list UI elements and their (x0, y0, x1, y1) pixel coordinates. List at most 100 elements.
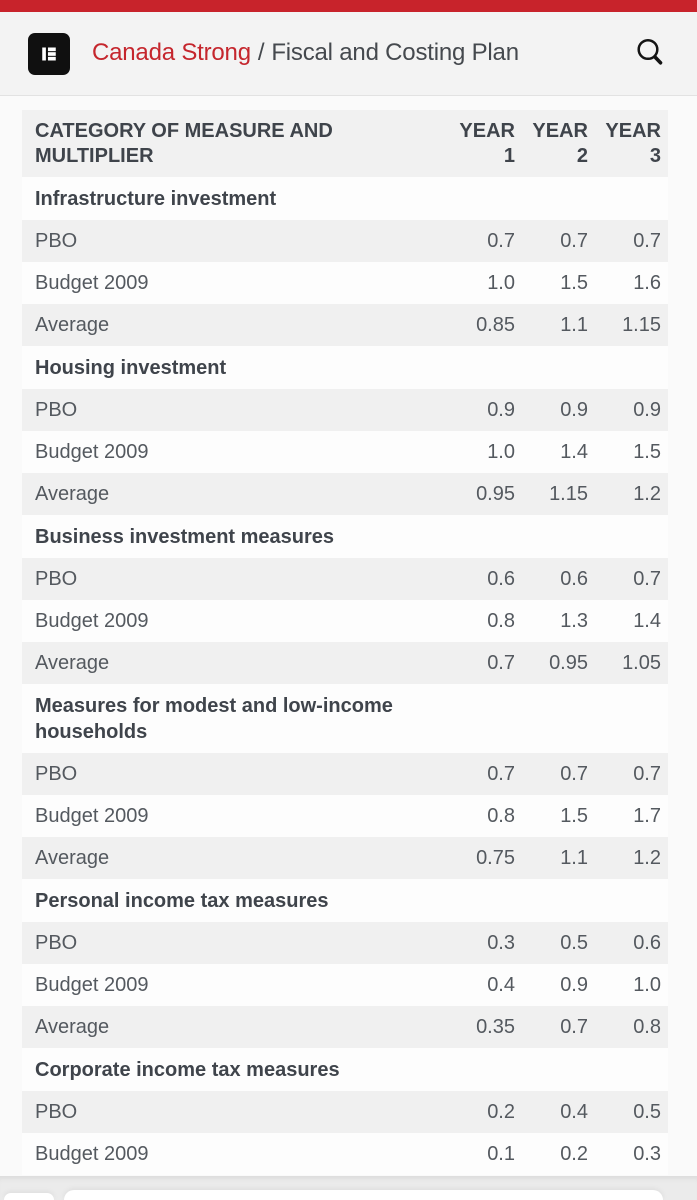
row-value: 0.9 (522, 964, 595, 1006)
section-empty-cell (522, 177, 595, 220)
row-value: 1.15 (522, 473, 595, 515)
column-header-category: CATEGORY OF MEASURE AND MULTIPLIER (22, 110, 449, 177)
section-empty-cell (595, 879, 668, 922)
row-value: 1.4 (522, 431, 595, 473)
row-value: 0.7 (449, 753, 522, 795)
table-row: Average 0.35 0.7 0.8 (22, 1006, 668, 1048)
row-label: Average (22, 837, 449, 879)
row-label: Budget 2009 (22, 431, 449, 473)
row-label: Average (22, 304, 449, 346)
row-value: 0.95 (449, 473, 522, 515)
row-value: 0.75 (449, 837, 522, 879)
row-value: 0.3 (449, 922, 522, 964)
row-value: 1.4 (595, 600, 668, 642)
row-label: PBO (22, 220, 449, 262)
row-value: 0.35 (449, 1006, 522, 1048)
section-empty-cell (522, 515, 595, 558)
row-label: PBO (22, 389, 449, 431)
row-value: 0.7 (449, 642, 522, 684)
bottom-popup-corner (4, 1193, 54, 1200)
column-header-year3: YEAR 3 (595, 110, 668, 177)
row-value: 0.6 (595, 922, 668, 964)
row-value: 0.7 (449, 220, 522, 262)
section-header-row: Corporate income tax measures (22, 1048, 668, 1091)
section-empty-cell (595, 1048, 668, 1091)
column-header-year1: YEAR 1 (449, 110, 522, 177)
row-value: 1.0 (449, 431, 522, 473)
table-body: Infrastructure investment PBO 0.7 0.7 0.7 Bud… (22, 177, 668, 1175)
row-value: 0.7 (595, 753, 668, 795)
row-value: 0.3 (595, 1133, 668, 1175)
section-empty-cell (449, 1048, 522, 1091)
row-value: 1.2 (595, 837, 668, 879)
row-value: 0.9 (522, 389, 595, 431)
column-header-year2: YEAR 2 (522, 110, 595, 177)
breadcrumb-site-link[interactable]: Canada Strong (92, 39, 251, 67)
row-value: 1.5 (522, 795, 595, 837)
section-empty-cell (595, 177, 668, 220)
section-title: Measures for modest and low-income house… (22, 684, 449, 753)
row-label: Average (22, 1006, 449, 1048)
row-value: 1.1 (522, 304, 595, 346)
page-title: Fiscal and Costing Plan (271, 39, 519, 67)
table-row: PBO 0.7 0.7 0.7 (22, 220, 668, 262)
row-value: 1.7 (595, 795, 668, 837)
row-value: 1.0 (449, 262, 522, 304)
section-empty-cell (449, 346, 522, 389)
row-value: 0.95 (522, 642, 595, 684)
table-row: Average 0.7 0.95 1.05 (22, 642, 668, 684)
row-value: 0.7 (522, 1006, 595, 1048)
table-row: PBO 0.6 0.6 0.7 (22, 558, 668, 600)
row-label: Budget 2009 (22, 1133, 449, 1175)
row-value: 0.7 (522, 220, 595, 262)
table-row: Budget 2009 0.4 0.9 1.0 (22, 964, 668, 1006)
bottom-popup-overlay (0, 1176, 697, 1200)
section-empty-cell (595, 346, 668, 389)
row-value: 0.2 (522, 1133, 595, 1175)
table-row: Budget 2009 0.8 1.3 1.4 (22, 600, 668, 642)
row-value: 0.7 (595, 220, 668, 262)
search-button[interactable] (633, 37, 667, 71)
breadcrumb: Canada Strong / Fiscal and Costing Plan (92, 39, 519, 68)
row-value: 1.2 (595, 473, 668, 515)
table-row: PBO 0.9 0.9 0.9 (22, 389, 668, 431)
section-header-row: Housing investment (22, 346, 668, 389)
row-value: 0.8 (449, 795, 522, 837)
breadcrumb-separator: / (257, 39, 265, 67)
row-value: 1.6 (595, 262, 668, 304)
table-row: Average 0.85 1.1 1.15 (22, 304, 668, 346)
section-header-row: Measures for modest and low-income house… (22, 684, 668, 753)
table-row: PBO 0.2 0.4 0.5 (22, 1091, 668, 1133)
row-value: 1.0 (595, 964, 668, 1006)
section-header-row: Infrastructure investment (22, 177, 668, 220)
row-value: 0.7 (595, 558, 668, 600)
table-row: Budget 2009 0.8 1.5 1.7 (22, 795, 668, 837)
row-label: Budget 2009 (22, 262, 449, 304)
row-value: 1.05 (595, 642, 668, 684)
section-empty-cell (595, 515, 668, 558)
search-icon (634, 36, 666, 71)
section-header-row: Personal income tax measures (22, 879, 668, 922)
section-empty-cell (595, 684, 668, 753)
elementor-logo[interactable] (28, 32, 70, 75)
row-label: Budget 2009 (22, 795, 449, 837)
row-value: 0.4 (449, 964, 522, 1006)
row-value: 0.1 (449, 1133, 522, 1175)
table-row: Average 0.95 1.15 1.2 (22, 473, 668, 515)
row-value: 0.9 (449, 389, 522, 431)
section-title: Personal income tax measures (22, 879, 449, 922)
row-value: 1.5 (522, 262, 595, 304)
row-value: 1.5 (595, 431, 668, 473)
table-header-row: CATEGORY OF MEASURE AND MULTIPLIER YEAR … (22, 110, 668, 177)
table-row: Average 0.75 1.1 1.2 (22, 837, 668, 879)
row-label: Budget 2009 (22, 964, 449, 1006)
site-header: Canada Strong / Fiscal and Costing Plan (0, 12, 697, 96)
section-empty-cell (449, 684, 522, 753)
top-accent-bar (0, 0, 697, 12)
row-value: 0.85 (449, 304, 522, 346)
section-title: Housing investment (22, 346, 449, 389)
section-title: Business investment measures (22, 515, 449, 558)
row-value: 1.3 (522, 600, 595, 642)
row-value: 0.6 (449, 558, 522, 600)
row-value: 0.8 (595, 1006, 668, 1048)
